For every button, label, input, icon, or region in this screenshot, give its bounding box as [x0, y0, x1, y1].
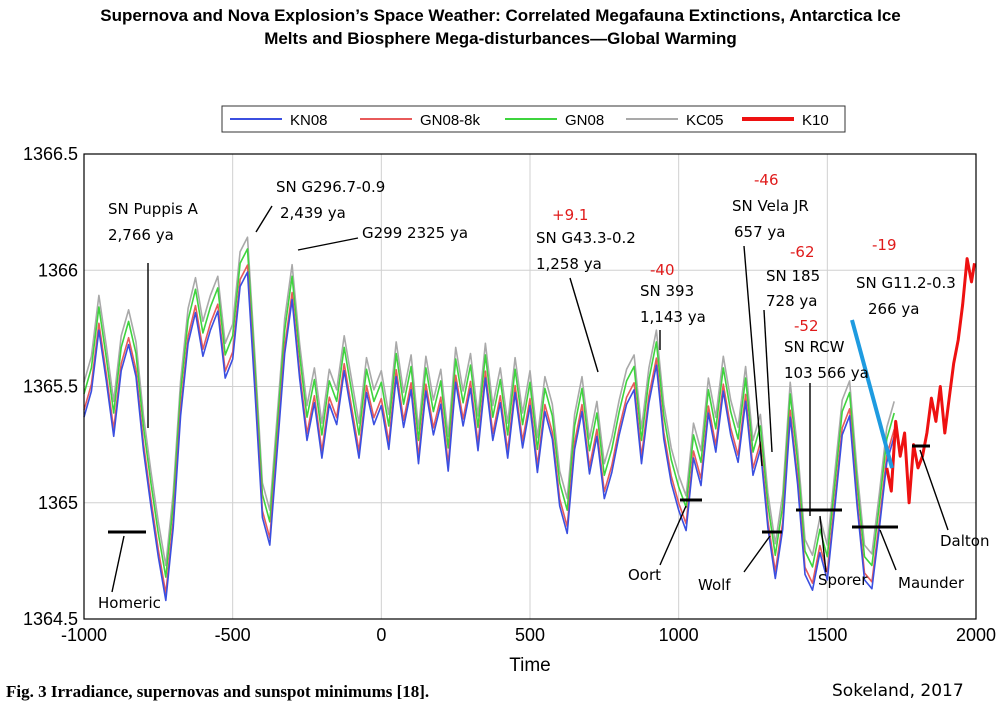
x-tick-label: 2000	[956, 625, 996, 645]
y-tick-label: 1366.5	[23, 144, 78, 164]
minimum-maunder: Maunder	[898, 574, 965, 592]
sn-185-age: 728 ya	[766, 292, 817, 310]
sn-g43-age: 1,258 ya	[536, 255, 602, 273]
sn-rcw-age: 103 566 ya	[784, 364, 869, 382]
minimum-wolf: Wolf	[698, 576, 731, 594]
title-line-2: Melts and Biosphere Mega-disturbances—Gl…	[264, 29, 737, 48]
series-line-kn08	[83, 271, 895, 602]
sn-g43-change: +9.1	[552, 206, 588, 224]
minima-bars	[108, 444, 930, 534]
sn-g43-name: SN G43.3-0.2	[536, 229, 636, 247]
plot-frame	[83, 153, 977, 620]
sn-393-age: 1,143 ya	[640, 308, 706, 326]
series-line-k10	[885, 257, 976, 505]
sn-185-change: -62	[790, 243, 815, 261]
sn-vela-jr-change: -46	[754, 171, 779, 189]
sn-g11-name: SN G11.2-0.3	[856, 274, 956, 292]
g43-marker	[569, 277, 599, 373]
title-line-1: Supernova and Nova Explosion’s Space Wea…	[100, 6, 901, 25]
y-tick-label: 1365	[38, 493, 78, 513]
g296-marker	[255, 205, 273, 233]
wolf-pointer	[743, 535, 771, 573]
x-tick-label: -500	[215, 625, 251, 645]
sn-g11-age: 266 ya	[868, 300, 919, 318]
minimum-sporer: Sporer	[818, 571, 868, 589]
sn-rcw-name: SN RCW	[784, 338, 845, 356]
maunder-pointer	[879, 529, 897, 571]
x-tick-label: 0	[376, 625, 386, 645]
legend-label-kc05: KC05	[686, 112, 724, 129]
sn185-marker	[763, 309, 773, 453]
sn-puppis-a-name: SN Puppis A	[108, 200, 199, 218]
y-tick-label: 1365.5	[23, 377, 78, 397]
g299-marker	[297, 237, 359, 251]
minimum-homeric: Homeric	[98, 594, 161, 612]
legend-label-kn08: KN08	[290, 112, 328, 129]
annotation-lines	[111, 205, 949, 593]
sn-393-name: SN 393	[640, 282, 694, 300]
legend-label-k10: K10	[802, 112, 829, 129]
x-tick-label: -1000	[61, 625, 107, 645]
x-tick-label: 1500	[807, 625, 847, 645]
vela-jr-marker	[743, 245, 763, 467]
sn-vela-jr-age: 657 ya	[734, 223, 785, 241]
sn-g299-name: G299 2325 ya	[362, 224, 468, 242]
homeric-pointer	[111, 535, 125, 593]
axis-ticks: -1000 -500 0 500 1000 1500 2000 1364.5 1365 1365.…	[23, 144, 996, 645]
x-tick-label: 500	[515, 625, 545, 645]
legend-label-gn08: GN08	[565, 112, 604, 129]
sn-g296-age: 2,439 ya	[280, 204, 346, 222]
sn-g296-name: SN G296.7-0.9	[276, 178, 385, 196]
figure-caption: Fig. 3 Irradiance, supernovas and sunspo…	[6, 682, 430, 701]
sn-g11-marker	[850, 319, 894, 469]
y-tick-label: 1366	[38, 260, 78, 280]
series-line-kc05	[83, 236, 895, 567]
credit: Sokeland, 2017	[832, 681, 964, 701]
x-tick-label: 1000	[659, 625, 699, 645]
y-tick-label: 1364.5	[23, 609, 78, 629]
minimum-dalton: Dalton	[940, 532, 989, 550]
legend-label-gn08-8k: GN08-8k	[420, 112, 481, 129]
sn-393-change: -40	[650, 261, 675, 279]
oort-pointer	[659, 505, 687, 566]
sn-vela-jr-name: SN Vela JR	[732, 197, 809, 215]
dalton-pointer	[919, 449, 949, 531]
x-axis-label: Time	[509, 655, 551, 676]
sn-puppis-a-age: 2,766 ya	[108, 226, 174, 244]
sporer-pointer	[819, 515, 827, 573]
minimum-oort: Oort	[628, 566, 661, 584]
legend: KN08 GN08-8k GN08 KC05 K10	[221, 105, 846, 133]
chart-title: Supernova and Nova Explosion’s Space Wea…	[0, 4, 1001, 50]
sn-185-name: SN 185	[766, 267, 820, 285]
sn-rcw-change: -52	[794, 317, 819, 335]
sn-g11-change: -19	[872, 236, 897, 254]
